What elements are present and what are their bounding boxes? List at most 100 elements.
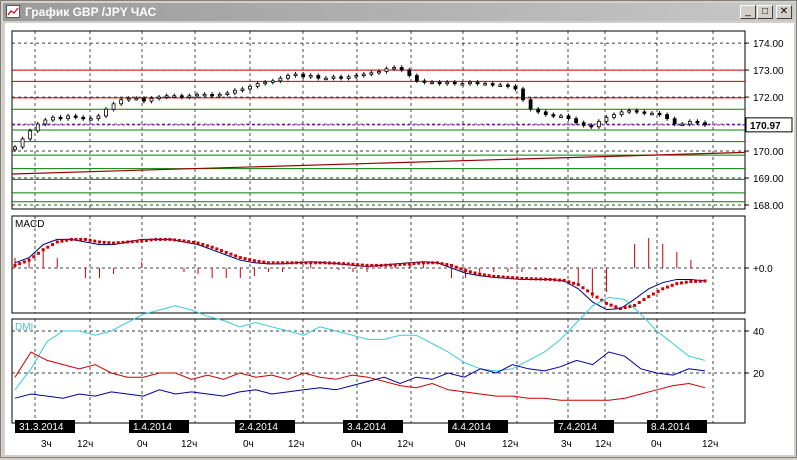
hour-label: 0ч: [243, 439, 254, 450]
macd-signal-point: [426, 261, 430, 265]
candle-body: [430, 81, 434, 85]
candle-body: [612, 114, 616, 118]
candle-body: [460, 83, 465, 86]
candle-body: [672, 118, 677, 125]
maximize-button[interactable]: □: [757, 5, 773, 19]
candle-body: [490, 83, 495, 86]
candle-body: [703, 122, 707, 126]
macd-signal-point: [548, 277, 552, 281]
macd-signal-point: [403, 262, 407, 266]
hour-label: 12ч: [502, 439, 518, 450]
candle-body: [627, 110, 632, 113]
macd-signal-point: [567, 280, 571, 284]
macd-signal-point: [581, 286, 585, 290]
candle-body: [498, 84, 503, 87]
date-label: 31.3.2014: [19, 422, 64, 433]
candle-body: [255, 83, 260, 87]
candle-body: [172, 95, 177, 98]
candle-body: [88, 118, 93, 121]
macd-signal-point: [534, 277, 538, 281]
candle-body: [445, 81, 450, 85]
candle-body: [437, 81, 442, 85]
macd-signal-point: [515, 276, 519, 280]
candle-body: [551, 114, 556, 117]
macd-signal-point: [694, 279, 698, 283]
maximize-icon: □: [761, 6, 769, 17]
macd-signal-point: [107, 241, 111, 245]
price-tick-label: 170.00: [753, 147, 784, 158]
macd-signal-point: [46, 245, 50, 249]
macd-signal-point: [543, 277, 547, 281]
candle-body: [316, 75, 321, 79]
macd-signal-point: [698, 279, 702, 283]
candle-body: [407, 69, 412, 76]
candle-body: [596, 120, 601, 128]
candle-body: [232, 89, 237, 94]
macd-signal-point: [374, 263, 378, 267]
candle-body: [96, 115, 101, 120]
macd-signal-point: [595, 295, 599, 299]
candle-body: [581, 122, 586, 126]
close-button[interactable]: ✕: [776, 5, 792, 19]
macd-signal-point: [496, 275, 500, 279]
candle-body: [377, 71, 381, 74]
macd-signal-point: [318, 261, 322, 265]
dmi-tick-label: 20: [753, 369, 765, 380]
candle-body: [452, 81, 457, 85]
macd-signal-point: [351, 262, 355, 266]
candle-body: [422, 80, 427, 83]
macd-signal-point: [431, 261, 435, 265]
macd-signal-point: [191, 240, 195, 244]
date-label: 8.4.2014: [651, 422, 690, 433]
hour-label: 0ч: [137, 439, 148, 450]
candle-body: [513, 85, 518, 90]
macd-signal-point: [576, 283, 580, 287]
macd-signal-point: [346, 262, 350, 266]
macd-signal-point: [79, 237, 83, 241]
chart-area[interactable]: MACD DMI 174.00173.00172.00171.00170.001…: [5, 23, 794, 455]
date-label-box: [235, 420, 295, 433]
macd-signal-point: [633, 303, 637, 307]
candle-body: [384, 68, 389, 72]
macd-signal-point: [360, 263, 364, 267]
candle-body: [119, 99, 124, 105]
candle-body: [278, 77, 283, 82]
hour-label: 12ч: [595, 439, 611, 450]
macd-signal-point: [506, 275, 510, 279]
minimize-button[interactable]: _: [740, 5, 756, 19]
candle-body: [217, 93, 222, 97]
macd-signal-point: [417, 261, 421, 265]
candle-body: [543, 111, 548, 116]
macd-signal-point: [69, 237, 73, 241]
date-label: 2.4.2014: [239, 422, 278, 433]
macd-signal-point: [642, 298, 646, 302]
macd-signal-point: [290, 261, 294, 265]
candle-body: [43, 119, 48, 125]
candle-body: [574, 118, 578, 124]
macd-signal-point: [661, 287, 665, 291]
macd-signal-point: [435, 261, 439, 265]
macd-signal-point: [525, 277, 529, 281]
macd-signal-point: [205, 244, 209, 248]
macd-signal-point: [619, 307, 623, 311]
candle-body: [354, 75, 359, 78]
price-tick-label: 169.00: [753, 174, 784, 185]
macd-zero-label: +0.0: [753, 264, 773, 275]
macd-signal-point: [299, 261, 303, 265]
candle-body: [149, 98, 154, 102]
macd-signal-point: [27, 258, 31, 262]
chart-canvas[interactable]: MACD DMI 174.00173.00172.00171.00170.001…: [5, 23, 794, 455]
candle-body: [73, 115, 78, 118]
macd-signal-point: [65, 238, 69, 242]
macd-signal-point: [656, 289, 660, 293]
macd-label: MACD: [15, 219, 44, 230]
title-bar[interactable]: График GBP /JPY ЧАС _ □ ✕: [3, 3, 794, 21]
macd-signal-point: [229, 252, 233, 256]
macd-signal-point: [36, 251, 40, 255]
candle-body: [559, 115, 563, 118]
macd-signal-point: [201, 242, 205, 246]
dmi-adx-line: [14, 296, 706, 391]
macd-signal-point: [309, 261, 313, 265]
candle-body: [619, 111, 624, 116]
date-label: 3.4.2014: [347, 422, 386, 433]
